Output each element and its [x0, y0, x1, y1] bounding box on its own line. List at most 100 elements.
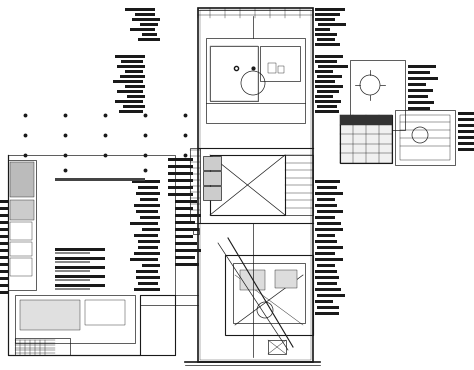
Bar — [138, 38, 160, 41]
Bar — [198, 8, 313, 362]
Bar — [318, 65, 348, 68]
Bar — [0, 284, 8, 287]
Bar — [132, 18, 160, 21]
Bar — [175, 249, 201, 252]
Bar — [121, 60, 143, 63]
Bar — [55, 266, 105, 269]
Bar — [15, 338, 70, 355]
Bar — [10, 222, 32, 240]
Bar — [315, 18, 335, 21]
Bar — [140, 216, 160, 219]
Bar — [142, 33, 157, 36]
Bar — [315, 55, 343, 58]
Bar — [123, 105, 145, 108]
Bar — [408, 89, 433, 92]
Bar — [168, 165, 193, 168]
Bar — [203, 171, 221, 185]
Bar — [408, 77, 438, 80]
Bar — [8, 155, 175, 355]
Bar — [55, 178, 145, 181]
Bar — [458, 136, 474, 139]
Bar — [117, 65, 145, 68]
Bar — [400, 115, 450, 160]
Bar — [278, 66, 284, 73]
Bar — [458, 142, 474, 145]
Bar — [138, 246, 158, 249]
Bar — [140, 198, 158, 201]
Bar — [315, 312, 339, 315]
Bar — [315, 228, 343, 231]
Bar — [317, 75, 342, 78]
Bar — [113, 80, 143, 83]
Bar — [210, 155, 285, 215]
Bar — [10, 258, 32, 276]
Bar — [8, 160, 36, 290]
Bar — [317, 306, 339, 309]
Bar — [175, 228, 199, 231]
Bar — [0, 235, 8, 238]
Bar — [55, 275, 105, 278]
Bar — [315, 8, 345, 11]
Bar — [0, 291, 8, 294]
Bar — [315, 180, 340, 183]
Bar — [315, 258, 343, 261]
Bar — [125, 85, 145, 88]
Bar — [55, 257, 105, 260]
Bar — [55, 288, 90, 290]
Bar — [119, 110, 143, 113]
Bar — [315, 43, 340, 46]
Bar — [0, 249, 8, 252]
Bar — [315, 28, 330, 31]
Bar — [315, 110, 339, 113]
Bar — [0, 214, 8, 217]
Bar — [115, 55, 145, 58]
Bar — [317, 210, 343, 213]
Bar — [120, 75, 145, 78]
Bar — [55, 252, 90, 254]
Bar — [268, 340, 286, 354]
Bar — [85, 300, 125, 325]
Bar — [136, 270, 158, 273]
Bar — [318, 23, 346, 26]
Bar — [115, 100, 143, 103]
Bar — [175, 200, 197, 203]
Bar — [458, 112, 474, 115]
Bar — [225, 255, 313, 335]
Bar — [315, 204, 337, 207]
Bar — [260, 46, 300, 81]
Bar — [138, 240, 160, 243]
Bar — [0, 221, 8, 224]
Bar — [315, 95, 333, 98]
Bar — [10, 200, 34, 220]
Bar — [315, 60, 337, 63]
Bar — [168, 179, 193, 182]
Bar — [340, 115, 392, 125]
Bar — [408, 101, 434, 104]
Bar — [203, 156, 221, 170]
Bar — [315, 270, 337, 273]
Bar — [317, 282, 337, 285]
Bar — [140, 23, 158, 26]
Bar — [130, 258, 158, 261]
Bar — [168, 158, 193, 161]
Bar — [0, 242, 8, 245]
Bar — [408, 107, 430, 110]
Bar — [315, 300, 333, 303]
Bar — [315, 100, 341, 103]
Bar — [168, 193, 193, 196]
Bar — [408, 83, 426, 86]
Bar — [317, 222, 341, 225]
Bar — [395, 110, 455, 165]
Bar — [210, 46, 258, 101]
Bar — [200, 10, 311, 360]
Bar — [315, 192, 343, 195]
Bar — [317, 186, 337, 189]
Bar — [134, 204, 160, 207]
Bar — [315, 216, 335, 219]
Bar — [134, 234, 158, 237]
Bar — [408, 71, 430, 74]
Bar — [125, 8, 155, 11]
Bar — [317, 90, 339, 93]
Bar — [315, 252, 335, 255]
Bar — [0, 263, 8, 266]
